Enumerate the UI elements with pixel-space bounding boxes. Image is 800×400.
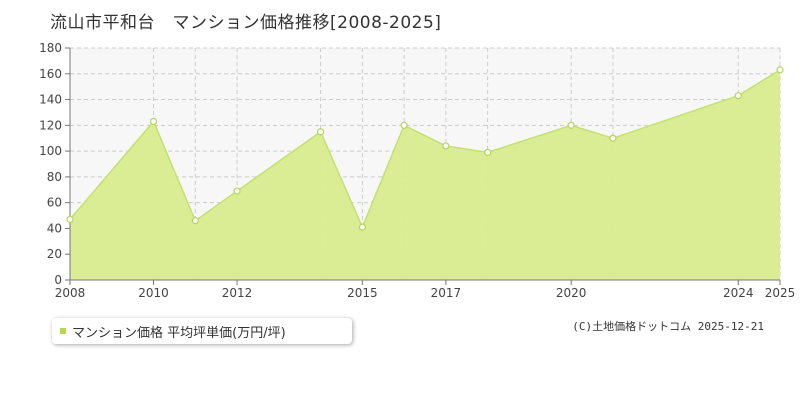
data-point (567, 121, 575, 129)
data-point (484, 148, 492, 156)
y-tick-label: 60 (47, 196, 62, 210)
x-tick-label: 2020 (556, 286, 587, 300)
data-point (442, 142, 450, 150)
data-point (149, 117, 158, 126)
y-tick-label: 120 (39, 118, 62, 132)
data-point (233, 187, 241, 195)
x-tick-label: 2015 (347, 286, 378, 300)
x-tick-labels: 2008 2010 2012 2015 2017 2020 2024 2025 (55, 280, 796, 300)
legend-label: マンション価格 平均坪単価(万円/坪) (72, 325, 286, 341)
data-point (400, 121, 408, 129)
data-point (776, 66, 784, 74)
x-tick-label: 2025 (765, 286, 796, 300)
data-points (66, 66, 784, 231)
data-point (358, 223, 366, 231)
data-point (609, 134, 617, 142)
y-tick-label: 40 (47, 221, 62, 235)
copyright-credit: (C)土地価格ドットコム 2025-12-21 (572, 320, 764, 333)
y-tick-label: 20 (47, 247, 62, 261)
y-tick-label: 180 (39, 41, 62, 55)
legend: マンション価格 平均坪単価(万円/坪) (52, 318, 352, 344)
y-tick-labels: 0 20 40 60 80 100 120 140 160 180 (39, 41, 62, 287)
y-tick-label: 0 (54, 273, 62, 287)
x-tick-label: 2008 (55, 286, 86, 300)
x-tick-label: 2012 (222, 286, 253, 300)
data-point (191, 217, 199, 225)
x-tick-label: 2010 (138, 286, 169, 300)
legend-swatch (60, 328, 66, 334)
chart-title: 流山市平和台 マンション価格推移[2008-2025] (50, 13, 442, 33)
y-tick-label: 140 (39, 93, 62, 107)
data-point (734, 92, 742, 100)
x-tick-label: 2024 (723, 286, 754, 300)
data-point (66, 215, 74, 224)
y-tick-label: 80 (47, 170, 62, 184)
data-point (316, 128, 325, 136)
y-tick-label: 160 (39, 67, 62, 81)
y-tick-label: 100 (39, 144, 62, 158)
price-area (70, 69, 780, 281)
x-tick-label: 2017 (431, 286, 462, 300)
